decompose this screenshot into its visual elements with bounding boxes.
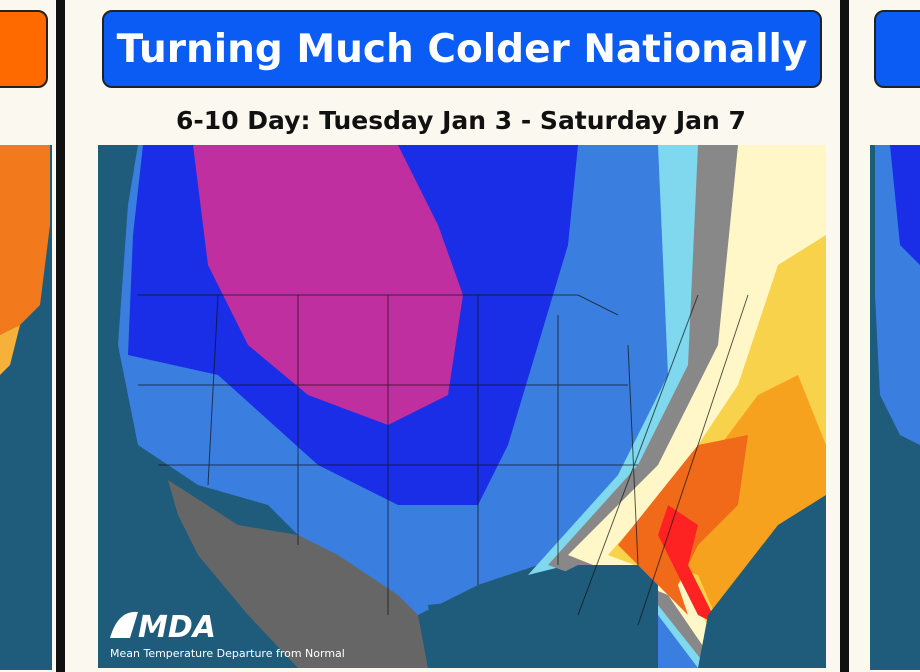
- separator: [840, 0, 849, 672]
- temperature-map: MDA Mean Temperature Departure from Norm…: [98, 145, 826, 668]
- atlantic: [698, 495, 826, 668]
- slide-subtitle: 6-10 Day: Tuesday Jan 3 - Saturday Jan 7: [176, 106, 746, 135]
- slide-title: Turning Much Colder Nationally: [102, 10, 822, 88]
- next-map: [870, 145, 920, 670]
- mexico: [168, 480, 428, 668]
- band-hot: [658, 505, 718, 625]
- logo-text: MDA: [138, 610, 216, 645]
- previous-map: [0, 145, 52, 670]
- separator: [56, 0, 65, 672]
- previous-slide: [0, 0, 55, 672]
- map-caption: Mean Temperature Departure from Normal: [110, 647, 345, 660]
- borders: [138, 294, 749, 626]
- next-slide: [849, 0, 920, 672]
- previous-title-button: [0, 10, 48, 88]
- band-very-cold: [193, 145, 463, 425]
- logo: MDA: [110, 610, 216, 645]
- next-title-button: [874, 10, 920, 88]
- gulf: [428, 565, 658, 668]
